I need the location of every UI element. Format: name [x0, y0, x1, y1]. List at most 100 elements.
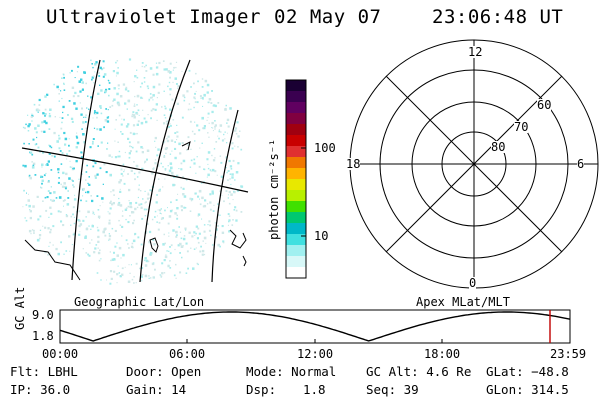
emission-point: [206, 91, 209, 94]
colorbar-segment: [286, 212, 306, 224]
emission-point: [77, 219, 80, 222]
emission-point: [31, 166, 35, 169]
emission-point: [50, 228, 52, 231]
emission-point: [214, 222, 217, 224]
emission-point: [128, 264, 130, 266]
emission-point: [41, 182, 43, 185]
emission-point: [162, 60, 165, 62]
emission-point: [140, 203, 143, 206]
emission-point: [174, 77, 177, 80]
emission-point: [182, 193, 185, 196]
emission-point: [132, 239, 136, 243]
emission-point: [90, 195, 92, 197]
emission-point: [88, 108, 90, 110]
emission-point: [176, 207, 179, 210]
emission-point: [144, 202, 146, 204]
altitude-curve: [59, 311, 571, 342]
time-tick-0600: 06:00: [169, 347, 206, 361]
emission-point: [214, 120, 216, 122]
emission-point: [68, 235, 71, 238]
emission-point: [74, 194, 76, 196]
emission-point: [151, 172, 154, 175]
emission-point: [78, 210, 81, 213]
emission-point: [175, 230, 178, 234]
emission-point: [182, 159, 186, 163]
emission-point: [72, 95, 75, 98]
emission-point: [26, 192, 27, 194]
emission-point: [58, 137, 61, 140]
emission-point: [202, 182, 204, 184]
emission-point: [28, 204, 31, 208]
emission-point: [43, 120, 46, 123]
emission-point: [41, 176, 44, 178]
emission-point: [152, 239, 155, 241]
emission-point: [157, 91, 160, 94]
emission-point: [98, 218, 100, 219]
emission-point: [141, 97, 144, 99]
emission-point: [75, 160, 78, 163]
dsp-value: 1.8: [303, 382, 326, 397]
emission-point: [48, 245, 50, 247]
emission-point: [148, 98, 151, 101]
emission-point: [37, 218, 40, 221]
emission-point: [92, 75, 95, 78]
emission-point: [135, 282, 137, 284]
emission-point: [128, 152, 131, 155]
emission-point: [28, 229, 32, 233]
emission-point: [179, 271, 182, 274]
emission-point: [70, 224, 72, 226]
emission-point: [206, 119, 208, 121]
emission-point: [203, 253, 206, 256]
emission-point: [167, 264, 170, 268]
emission-point: [92, 213, 94, 215]
emission-point: [40, 176, 42, 178]
emission-point: [150, 277, 152, 279]
emission-point: [141, 217, 144, 220]
emission-point: [182, 94, 185, 97]
emission-point: [212, 159, 216, 162]
emission-point: [32, 162, 36, 165]
emission-point: [60, 220, 63, 223]
emission-point: [211, 127, 213, 129]
emission-point: [89, 146, 92, 149]
emission-point: [92, 165, 95, 168]
emission-point: [157, 228, 160, 231]
emission-point: [163, 272, 166, 274]
emission-point: [133, 105, 136, 107]
emission-point: [220, 161, 223, 164]
emission-point: [164, 178, 166, 180]
emission-point: [28, 174, 31, 177]
emission-point: [226, 122, 228, 124]
emission-point: [48, 152, 51, 155]
emission-point: [147, 193, 150, 196]
emission-point: [225, 190, 228, 192]
emission-point: [80, 78, 83, 81]
emission-point: [222, 139, 225, 141]
emission-point: [68, 150, 71, 152]
emission-point: [60, 127, 63, 130]
emission-point: [118, 219, 120, 222]
emission-point: [118, 246, 122, 250]
emission-point: [180, 205, 183, 208]
emission-point: [212, 130, 214, 132]
emission-point: [199, 147, 201, 149]
emission-point: [162, 243, 165, 246]
emission-point: [152, 99, 154, 101]
emission-point: [103, 73, 107, 76]
emission-point: [190, 199, 193, 202]
emission-point: [47, 227, 50, 230]
emission-point: [54, 116, 56, 118]
emission-point: [72, 168, 74, 170]
emission-point: [99, 167, 102, 170]
emission-point: [90, 96, 93, 99]
emission-point: [128, 188, 131, 192]
emission-point: [30, 115, 33, 118]
emission-point: [191, 198, 194, 201]
emission-point: [197, 227, 200, 230]
emission-point: [145, 120, 148, 124]
emission-point: [201, 249, 205, 253]
emission-point: [190, 159, 193, 162]
emission-point: [94, 63, 97, 66]
emission-point: [52, 225, 55, 228]
emission-point: [132, 222, 135, 225]
